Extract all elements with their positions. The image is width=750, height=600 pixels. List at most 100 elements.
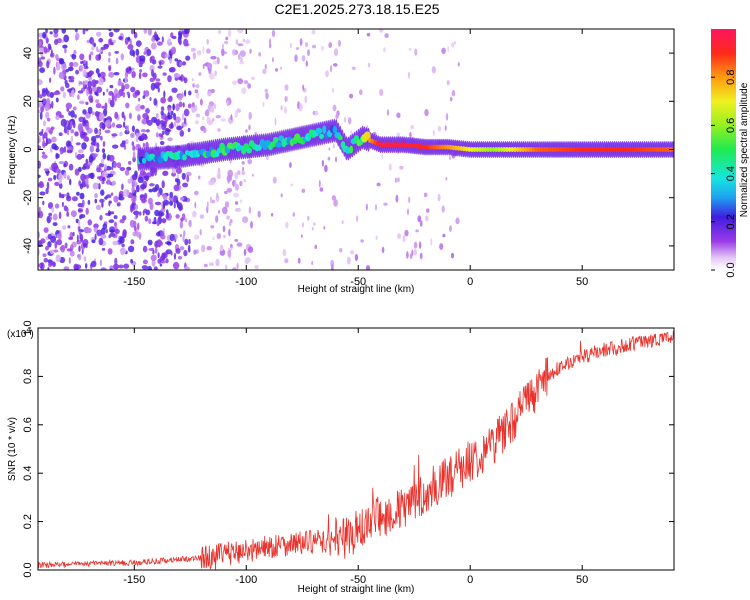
spectrogram-noise-blob xyxy=(51,136,57,143)
spectrogram-noise-blob xyxy=(234,238,239,242)
spectrogram-noise-blob xyxy=(311,260,314,266)
spectrogram-noise-blob xyxy=(104,102,108,111)
ridge-core xyxy=(553,147,558,152)
spectrogram-noise-blob xyxy=(81,166,87,170)
ridge-core xyxy=(389,142,394,148)
spectrogram-noise-blob xyxy=(65,82,70,89)
spectrogram-noise-blob xyxy=(70,129,75,134)
ridge-core xyxy=(435,144,439,150)
spectrogram-noise-blob xyxy=(451,42,455,48)
spectrogram-noise-blob xyxy=(208,73,215,80)
spectrogram-noise-blob xyxy=(129,49,135,56)
spectrogram-noise-blob xyxy=(128,112,132,120)
ridge-core xyxy=(609,147,614,152)
spectrogram-noise-blob xyxy=(337,39,341,47)
spectrogram-noise-blob xyxy=(445,113,449,121)
spectrogram-noise-blob xyxy=(79,192,85,200)
spectrogram-noise-blob xyxy=(142,259,148,265)
spectrogram-noise-blob xyxy=(274,117,277,126)
spectrogram-noise-blob xyxy=(181,172,186,180)
spectrogram-noise-blob xyxy=(148,188,153,193)
spectrogram-noise-blob xyxy=(53,29,59,34)
spectrogram-noise-blob xyxy=(89,91,93,95)
spectrogram-noise-blob xyxy=(108,173,114,178)
spectrogram-noise-blob xyxy=(210,106,215,113)
spectrogram-noise-blob xyxy=(80,173,86,182)
spectrogram-noise-blob xyxy=(131,186,135,193)
spectrogram-noise-blob xyxy=(341,220,344,224)
spectrogram-noise-blob xyxy=(319,187,324,192)
spectrogram-noise-blob xyxy=(53,91,58,96)
spectrogram-noise-blob xyxy=(441,205,445,213)
spectrogram-noise-blob xyxy=(134,230,139,236)
spectrogram-noise-blob xyxy=(194,89,199,94)
spectrogram-noise-blob xyxy=(83,256,87,262)
spectrogram-noise-blob xyxy=(289,162,292,168)
spectrogram-noise-blob xyxy=(60,86,65,92)
spectrogram-y-tick-label: -40 xyxy=(22,238,34,254)
spectrogram-noise-blob xyxy=(271,30,276,37)
spectrogram-noise-blob xyxy=(106,88,109,93)
spectrogram-noise-blob xyxy=(38,135,42,144)
spectrogram-noise-blob xyxy=(119,236,125,244)
spectrogram-noise-blob xyxy=(174,58,179,62)
spectrogram-noise-blob xyxy=(185,171,192,177)
spectrogram-noise-blob xyxy=(94,193,98,199)
ridge-core xyxy=(526,147,531,152)
spectrogram-noise-blob xyxy=(114,50,119,54)
spectrogram-noise-blob xyxy=(183,230,186,237)
spectrogram-y-axis-label: Frequency (Hz) xyxy=(7,116,18,185)
spectrogram-noise-blob xyxy=(376,182,381,187)
ridge-core xyxy=(315,127,323,135)
ridge-core xyxy=(558,147,563,152)
spectrogram-y-tick-label: -20 xyxy=(22,190,34,206)
spectrogram-noise-blob xyxy=(66,211,70,217)
spectrogram-noise-blob xyxy=(226,100,230,107)
spectrogram-noise-blob xyxy=(83,117,86,125)
spectrogram-noise-blob xyxy=(201,116,205,120)
spectrogram-noise-blob xyxy=(109,211,115,215)
spectrogram-noise-blob xyxy=(81,248,84,255)
spectrogram-marks xyxy=(38,29,674,270)
ridge-core xyxy=(338,135,343,141)
spectrogram-noise-blob xyxy=(94,233,97,241)
spectrogram-noise-blob xyxy=(314,110,319,116)
spectrogram-noise-blob xyxy=(165,249,172,255)
spectrogram-noise-blob xyxy=(99,198,105,203)
spectrogram-noise-blob xyxy=(101,201,104,208)
spectrogram-noise-blob xyxy=(252,173,254,177)
spectrogram-noise-blob xyxy=(43,120,46,127)
spectrogram-noise-blob xyxy=(63,34,70,43)
spectrogram-noise-blob xyxy=(101,148,106,154)
ridge-core xyxy=(491,147,496,152)
spectrogram-noise-blob xyxy=(47,177,53,182)
spectrogram-noise-blob xyxy=(424,109,429,117)
spectrogram-noise-blob xyxy=(222,225,226,233)
snr-scale-close: ) xyxy=(30,329,33,340)
ridge-core xyxy=(403,142,407,148)
spectrogram-noise-blob xyxy=(39,111,43,120)
spectrogram-noise-blob xyxy=(100,189,105,196)
spectrogram-noise-blob xyxy=(215,258,220,267)
spectrogram-noise-blob xyxy=(207,120,214,126)
colorbar-ticks: 0.0 0.2 0.4 0.6 0.8 xyxy=(711,70,737,278)
ridge-core xyxy=(548,147,552,152)
ridge-core xyxy=(650,147,654,152)
spectrogram-noise-blob xyxy=(68,111,72,116)
spectrogram-noise-blob xyxy=(168,196,174,202)
spectrogram-noise-blob xyxy=(410,124,415,130)
spectrogram-noise-blob xyxy=(51,143,57,150)
spectrogram-noise-blob xyxy=(209,196,213,204)
spectrogram-noise-blob xyxy=(42,140,46,149)
spectrogram-noise-blob xyxy=(135,212,139,219)
spectrogram-noise-blob xyxy=(58,161,65,165)
spectrogram-noise-blob xyxy=(243,248,247,256)
snr-y-tick-label: 0.2 xyxy=(22,514,34,529)
spectrogram-noise-blob xyxy=(74,114,77,119)
spectrogram-noise-blob xyxy=(131,174,138,181)
spectrogram-noise-blob xyxy=(182,102,185,108)
spectrogram-noise-blob xyxy=(38,89,41,98)
spectrogram-noise-blob xyxy=(107,156,109,161)
spectrogram-noise-blob xyxy=(77,202,84,208)
spectrogram-noise-blob xyxy=(223,234,226,239)
